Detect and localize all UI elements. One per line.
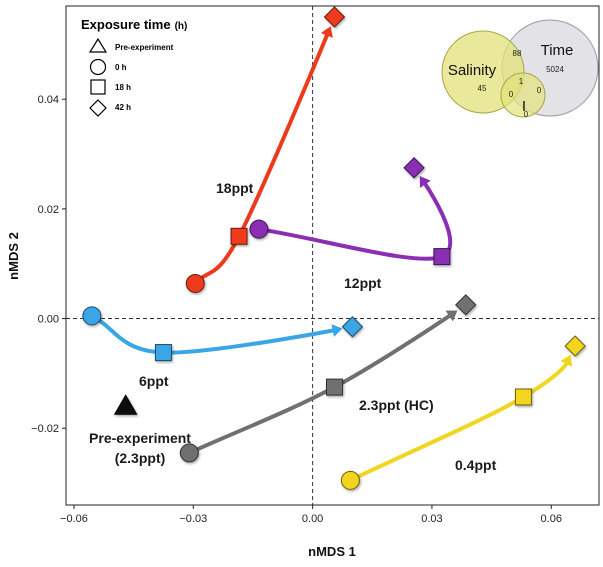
pre-experiment-label: Pre-experiment xyxy=(89,430,191,446)
series-label-2-3ppt-hc: 2.3ppt (HC) xyxy=(359,397,434,413)
point-12ppt-0h xyxy=(249,219,269,239)
x-tick-label: 0.00 xyxy=(302,513,323,525)
y-tick-label: 0.04 xyxy=(38,94,59,106)
series-label-12ppt: 12ppt xyxy=(344,275,382,291)
venn-diagram: Salinity Time I 45 5024 88 1 0 0 0 xyxy=(441,19,599,119)
legend-square-icon xyxy=(90,79,106,95)
pre-experiment-marker xyxy=(113,394,138,415)
trajectory-18ppt xyxy=(193,33,329,286)
point-6ppt-18h xyxy=(154,344,172,362)
arrowhead-18ppt xyxy=(320,26,333,38)
point-18ppt-42h xyxy=(323,6,346,28)
x-tick-label: 0.03 xyxy=(421,513,442,525)
legend-title-unit: (h) xyxy=(175,21,188,32)
trajectory-0-4ppt xyxy=(348,361,569,483)
y-tick-label: 0.00 xyxy=(38,314,59,326)
point-2-3ppt-hc-42h xyxy=(455,294,477,316)
series-label-18ppt: 18ppt xyxy=(216,180,254,196)
point-12ppt-18h xyxy=(433,248,451,266)
legend-entry-18h: 18 h xyxy=(115,83,131,92)
venn-value-time-i: 0 xyxy=(537,86,542,95)
series-layer xyxy=(82,6,586,490)
legend-entry-0h: 0 h xyxy=(115,63,127,72)
legend-entry-42h: 42 h xyxy=(115,103,131,112)
point-2-3ppt-hc-0h xyxy=(179,443,199,463)
y-tick-label: −0.02 xyxy=(31,423,59,435)
legend: Exposure time (h) Pre-experiment 0 h 18 h… xyxy=(81,17,187,117)
legend-title-main: Exposure time xyxy=(81,17,171,32)
venn-value-all-three: 1 xyxy=(519,77,524,86)
y-tick-label: 0.02 xyxy=(38,204,59,216)
legend-triangle-icon xyxy=(88,37,108,53)
arrowhead-2-3ppt-hc xyxy=(445,310,458,322)
point-0-4ppt-42h xyxy=(564,335,586,357)
venn-value-i-only: 0 xyxy=(524,110,529,119)
x-tick-label: −0.06 xyxy=(60,513,88,525)
arrowhead-6ppt xyxy=(331,324,343,337)
trajectory-6ppt xyxy=(89,313,335,355)
venn-label-i: I xyxy=(522,98,526,115)
point-12ppt-42h xyxy=(403,157,425,179)
series-label-6ppt: 6ppt xyxy=(139,373,169,389)
point-6ppt-42h xyxy=(341,316,364,338)
point-18ppt-0h xyxy=(185,273,205,293)
venn-i-circle xyxy=(500,72,546,118)
y-axis-title: nMDS 2 xyxy=(6,232,21,280)
point-18ppt-18h xyxy=(230,227,248,245)
x-axis-ticks: −0.06 −0.03 0.00 0.03 0.06 xyxy=(60,505,562,525)
point-6ppt-0h xyxy=(82,306,102,326)
legend-circle-icon xyxy=(89,58,107,76)
x-axis-title: nMDS 1 xyxy=(308,544,356,559)
legend-title: Exposure time (h) xyxy=(81,17,187,32)
venn-value-salinity-i: 0 xyxy=(509,90,514,99)
point-0-4ppt-18h xyxy=(514,388,532,406)
venn-value-salinity-time: 88 xyxy=(513,49,522,58)
point-2-3ppt-hc-18h xyxy=(325,378,343,396)
venn-label-time: Time xyxy=(541,42,574,59)
venn-label-salinity: Salinity xyxy=(448,62,497,79)
venn-value-time-only: 5024 xyxy=(546,65,564,74)
legend-entry-pre-experiment: Pre-experiment xyxy=(115,43,174,52)
y-axis-ticks: −0.02 0.00 0.02 0.04 xyxy=(31,94,66,435)
point-0-4ppt-0h xyxy=(340,470,360,490)
legend-diamond-icon xyxy=(89,99,107,117)
venn-value-salinity-only: 45 xyxy=(478,84,487,93)
x-tick-label: −0.03 xyxy=(179,513,207,525)
arrowhead-0-4ppt xyxy=(560,354,573,367)
x-tick-label: 0.06 xyxy=(541,513,562,525)
arrowhead-12ppt xyxy=(419,176,431,188)
series-label-0-4ppt: 0.4ppt xyxy=(455,457,497,473)
pre-experiment-sublabel: (2.3ppt) xyxy=(115,450,166,466)
